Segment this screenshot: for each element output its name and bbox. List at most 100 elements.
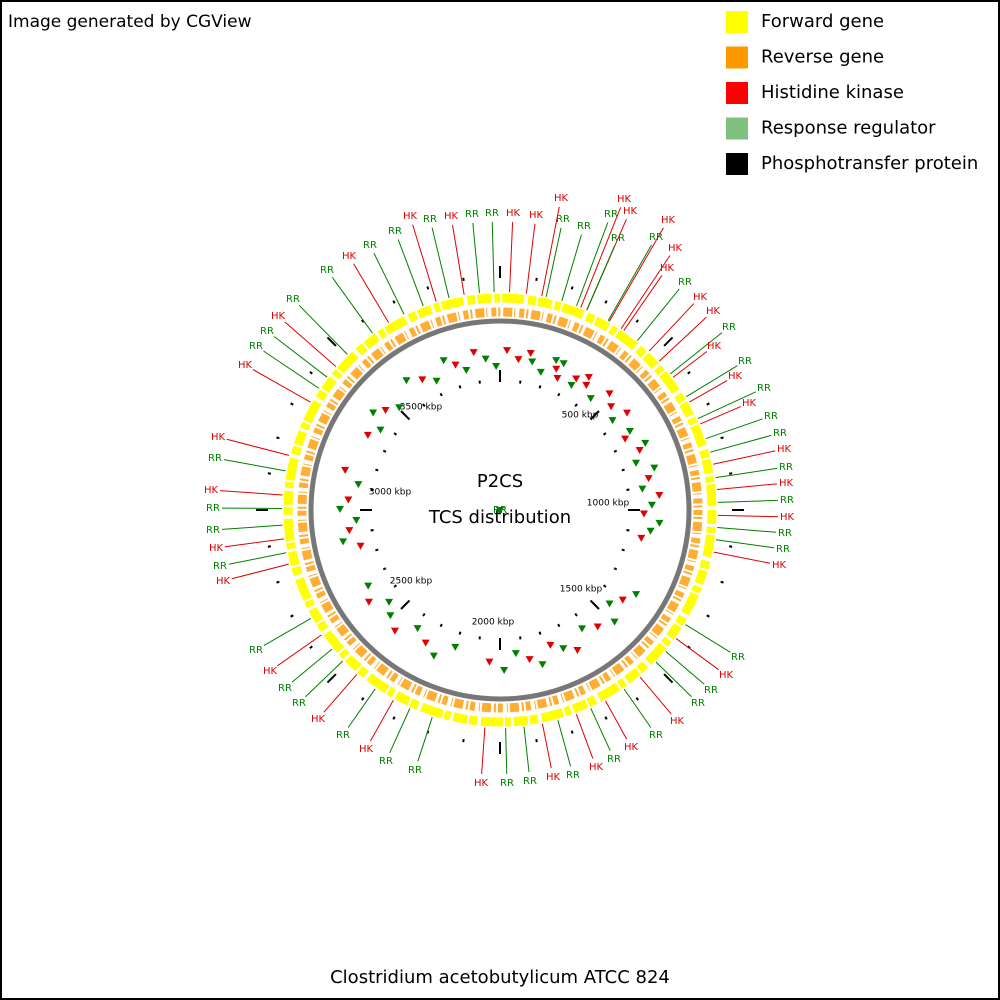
ring-tick <box>309 645 313 649</box>
feature-marker <box>485 658 494 666</box>
feature-marker <box>536 368 545 376</box>
feature-label: HK <box>742 398 757 409</box>
feature-leader <box>277 634 322 667</box>
feature-marker <box>605 390 614 398</box>
feature-marker <box>635 446 644 454</box>
feature-marker <box>402 377 411 385</box>
feature-label: HK <box>554 193 569 204</box>
ring-tick <box>375 468 379 472</box>
feature-marker <box>637 534 646 542</box>
feature-marker <box>451 361 460 369</box>
scale-label: 500 kbp <box>562 411 599 421</box>
feature-label: HK <box>311 714 326 725</box>
feature-label: HK <box>589 762 604 773</box>
ring-tick <box>613 567 618 571</box>
feature-label: RR <box>611 233 625 244</box>
feature-label: RR <box>556 214 570 225</box>
feature-leader <box>369 699 394 742</box>
ring-tick <box>361 319 365 323</box>
feature-marker <box>593 623 602 631</box>
feature-marker <box>639 510 648 518</box>
feature-marker <box>511 650 520 658</box>
feature-marker <box>528 358 537 366</box>
feature-leader <box>648 303 695 352</box>
feature-label: RR <box>379 756 393 767</box>
feature-label: RR <box>260 326 274 337</box>
feature-marker <box>622 409 631 417</box>
ring-tick <box>602 432 607 436</box>
feature-label: RR <box>776 544 790 555</box>
ring-tick <box>720 580 724 584</box>
feature-leader <box>545 227 562 298</box>
feature-label: RR <box>607 754 621 765</box>
feature-marker <box>608 417 617 425</box>
feature-leader <box>717 514 779 518</box>
feature-leader <box>685 365 738 398</box>
feature-label: HK <box>263 666 278 677</box>
feature-label: HK <box>660 263 675 274</box>
feature-label: RR <box>363 240 377 251</box>
ring-tick <box>439 623 443 628</box>
ring-tick <box>720 436 724 440</box>
feature-leader <box>623 275 663 331</box>
scale-label: 2500 kbp <box>390 577 433 587</box>
feature-leader <box>541 723 552 769</box>
legend-swatch <box>726 82 748 104</box>
scale-label: 1000 kbp <box>587 499 630 509</box>
feature-marker <box>354 481 363 489</box>
feature-label: RR <box>704 685 718 696</box>
feature-marker <box>641 439 650 447</box>
feature-marker <box>344 496 353 504</box>
feature-label: HK <box>506 208 521 219</box>
feature-leader <box>223 459 286 472</box>
feature-marker <box>646 527 655 535</box>
legend-label: Forward gene <box>761 11 884 32</box>
feature-label: HK <box>211 432 226 443</box>
feature-marker <box>502 347 511 355</box>
feature-marker <box>439 357 448 365</box>
feature-leader <box>700 406 741 425</box>
feature-marker <box>578 625 587 633</box>
feature-leader <box>291 648 333 683</box>
feature-leader <box>219 490 283 496</box>
feature-leader <box>717 527 777 533</box>
feature-label: HK <box>238 360 253 371</box>
ring-tick <box>276 436 280 440</box>
feature-marker <box>413 625 422 633</box>
feature-leader <box>305 660 344 698</box>
feature-leader <box>716 483 778 491</box>
feature-label: RR <box>577 221 591 232</box>
feature-label: RR <box>208 453 222 464</box>
feature-label: HK <box>216 576 231 587</box>
ring-tick <box>276 580 280 584</box>
feature-label: RR <box>213 561 227 572</box>
feature-marker <box>655 491 664 499</box>
scale-label: 3500 kbp <box>400 403 443 413</box>
feature-marker <box>546 641 555 649</box>
ring-tick <box>538 385 542 389</box>
ring-tick <box>706 614 710 618</box>
feature-label: RR <box>249 341 263 352</box>
ring-tick <box>290 402 294 406</box>
header: Image generated by CGView <box>8 12 252 32</box>
feature-leader <box>523 726 530 773</box>
feature-label: HK <box>529 210 544 221</box>
legend-label: Histidine kinase <box>761 82 904 103</box>
feature-leader <box>389 708 411 754</box>
ring-tick <box>382 449 387 453</box>
feature-label: RR <box>738 356 752 367</box>
feature-marker <box>376 426 385 434</box>
feature-leader <box>491 221 495 293</box>
feature-leader <box>623 688 652 728</box>
ring-tick <box>570 286 574 290</box>
feature-label: RR <box>500 778 514 789</box>
feature-label: RR <box>649 232 663 243</box>
feature-marker <box>573 647 582 655</box>
feature-marker <box>390 627 399 635</box>
feature-label: RR <box>408 765 422 776</box>
ring-tick <box>361 697 365 701</box>
feature-leader <box>658 316 707 362</box>
feature-marker <box>336 505 345 513</box>
feature-marker <box>500 666 509 674</box>
feature-leader <box>525 223 536 294</box>
